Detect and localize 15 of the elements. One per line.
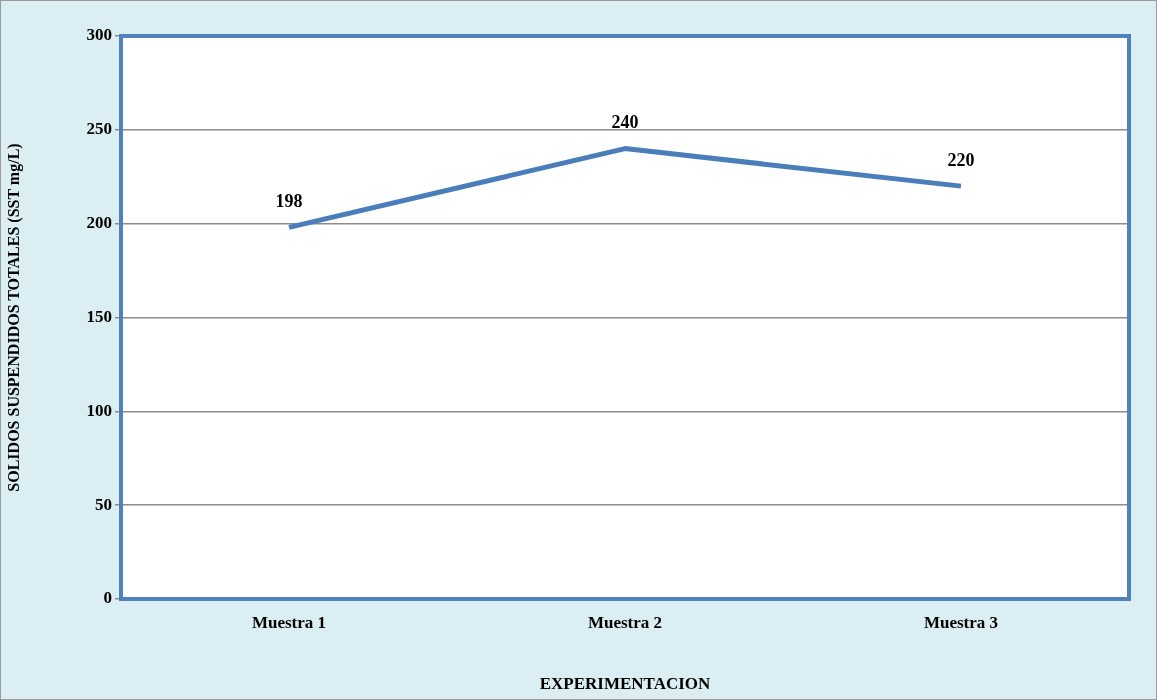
data-label: 240: [611, 112, 639, 133]
y-axis-title: SOLIDOS SUSPENDIDOS TOTALES (SST mg/L): [4, 143, 23, 492]
y-tick-label: 50: [95, 494, 112, 514]
y-tick-label: 150: [86, 306, 112, 326]
x-tick-label: Muestra 3: [923, 612, 999, 632]
y-tick-label: 250: [86, 119, 112, 139]
y-tick-label: 300: [86, 25, 112, 45]
y-tick-label: 200: [86, 213, 112, 233]
y-tick-label: 100: [86, 400, 112, 420]
data-label: 220: [947, 149, 975, 170]
x-axis-title: EXPERIMENTACION: [539, 674, 712, 694]
x-tick-label: Muestra 2: [587, 612, 663, 632]
data-label: 198: [275, 191, 303, 212]
y-tick-label: 0: [103, 588, 112, 608]
x-tick-label: Muestra 1: [251, 612, 327, 632]
